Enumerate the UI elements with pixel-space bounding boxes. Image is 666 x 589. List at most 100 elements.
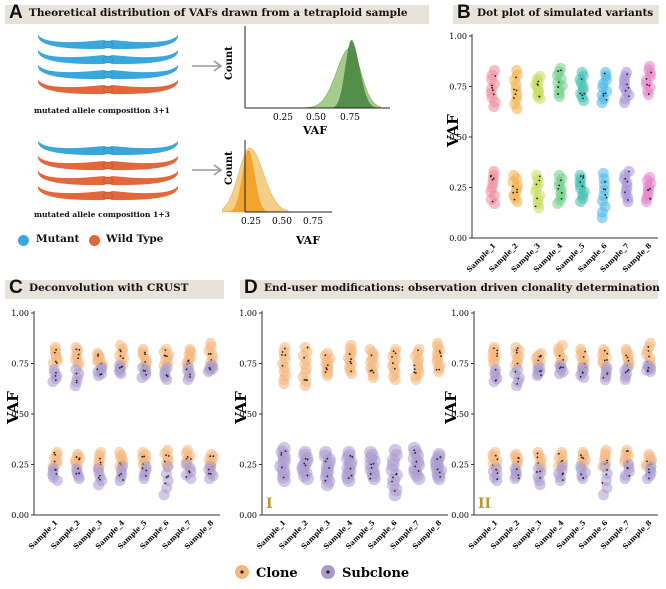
subclone-lower bbox=[71, 463, 85, 485]
variant-dot bbox=[54, 453, 57, 456]
variant-dot bbox=[370, 463, 373, 466]
variant-dot bbox=[517, 474, 520, 477]
subclone-lower bbox=[158, 461, 174, 501]
y-tick-label: 0.00 bbox=[449, 234, 467, 243]
variant-dot bbox=[413, 364, 416, 367]
variant-dot bbox=[606, 459, 609, 462]
variant-point bbox=[511, 64, 523, 76]
variant-dot bbox=[372, 371, 375, 374]
variant-dot bbox=[55, 371, 57, 374]
variant-point bbox=[512, 364, 524, 376]
variant-dot bbox=[120, 472, 122, 475]
variant-dot bbox=[350, 358, 352, 360]
variant-dot bbox=[648, 355, 650, 358]
variant-point bbox=[47, 463, 59, 475]
variant-dot bbox=[187, 359, 190, 362]
variant-point bbox=[553, 169, 565, 181]
subclone-upper bbox=[531, 362, 546, 382]
variant-dot bbox=[494, 454, 497, 457]
variant-point bbox=[182, 444, 194, 456]
variant-dot bbox=[54, 374, 57, 377]
upper-cluster bbox=[508, 64, 523, 115]
panel-a-letter: A bbox=[9, 2, 23, 23]
variant-dot bbox=[557, 81, 560, 84]
variant-dot bbox=[492, 177, 495, 180]
variant-point bbox=[72, 448, 84, 460]
variant-dot bbox=[303, 378, 306, 381]
upper-cluster bbox=[485, 64, 501, 113]
sample-column-2 bbox=[507, 64, 524, 208]
variant-dot bbox=[440, 355, 442, 358]
variant-dot bbox=[188, 470, 191, 472]
variant-point bbox=[137, 446, 149, 458]
panel-d-title: End-user modifications: observation driv… bbox=[264, 282, 660, 294]
variant-point bbox=[489, 64, 501, 76]
variant-point bbox=[575, 461, 587, 473]
variant-dot bbox=[97, 476, 100, 479]
sample-column-5 bbox=[136, 343, 152, 485]
variant-dot bbox=[439, 456, 442, 458]
sample-column-1 bbox=[485, 64, 501, 210]
subclone-lower bbox=[203, 461, 219, 485]
variant-point bbox=[92, 463, 104, 475]
variant-dot bbox=[537, 359, 540, 362]
variant-dot bbox=[560, 197, 563, 200]
sample-column-7 bbox=[619, 343, 635, 485]
variant-point bbox=[643, 448, 655, 460]
variant-dot bbox=[650, 71, 652, 74]
variant-point bbox=[554, 360, 566, 372]
density-top-dark bbox=[323, 40, 381, 108]
variant-point bbox=[644, 171, 656, 183]
variant-dot bbox=[579, 181, 582, 183]
variant-point bbox=[622, 362, 634, 374]
y-tick-label: 0.00 bbox=[11, 511, 29, 520]
y-axis: 0.00 0.25 0.50 0.75 1.00 bbox=[239, 309, 448, 520]
variant-point bbox=[364, 445, 378, 459]
variant-dot bbox=[559, 179, 562, 182]
variant-point bbox=[432, 337, 444, 349]
y-tick-label: 1.00 bbox=[239, 309, 257, 318]
variant-dot bbox=[120, 366, 123, 368]
variant-dot bbox=[561, 473, 564, 476]
variant-dot bbox=[119, 348, 121, 351]
variant-point bbox=[556, 446, 568, 458]
arrow-bottom bbox=[192, 164, 223, 176]
variant-dot bbox=[164, 482, 167, 485]
variant-dot bbox=[562, 366, 564, 369]
variant-dot bbox=[515, 76, 517, 79]
variant-dot bbox=[413, 368, 416, 371]
variant-dot bbox=[494, 75, 497, 77]
lower-cluster bbox=[530, 169, 546, 214]
variant-dot bbox=[349, 467, 352, 470]
panel-a-title: Theoretical distribution of VAFs drawn f… bbox=[29, 7, 408, 19]
variant-dot bbox=[324, 479, 327, 482]
variant-dot bbox=[98, 474, 101, 477]
variant-dot bbox=[515, 349, 518, 352]
density-plot-bottom: Count 0.25 0.50 0.75 VAF bbox=[222, 140, 332, 247]
variant-dot bbox=[535, 183, 538, 186]
wild-type-legend-label: Wild Type bbox=[106, 233, 164, 245]
variant-point bbox=[597, 167, 609, 179]
variant-dot bbox=[557, 70, 560, 72]
variant-dot bbox=[306, 458, 309, 461]
subclone-lower bbox=[138, 461, 152, 485]
sample-column-8 bbox=[640, 60, 657, 208]
variant-dot bbox=[189, 373, 191, 376]
clone-legend-label: Clone bbox=[256, 566, 298, 581]
variant-dot bbox=[560, 366, 562, 368]
clone-legend-icon bbox=[235, 565, 249, 579]
variant-dot bbox=[648, 477, 650, 480]
variant-point bbox=[345, 339, 357, 351]
variant-dot bbox=[53, 451, 56, 454]
variant-dot bbox=[513, 88, 515, 91]
y-tick-label: 0.00 bbox=[239, 511, 257, 520]
variant-point bbox=[91, 347, 103, 359]
variant-dot bbox=[75, 348, 78, 351]
sample-column-8 bbox=[641, 337, 657, 485]
variant-dot bbox=[539, 477, 542, 479]
variant-dot bbox=[583, 92, 586, 95]
upper-cluster bbox=[596, 66, 613, 109]
variant-dot bbox=[303, 462, 306, 465]
chromosome-bottom-1 bbox=[37, 141, 179, 156]
y-tick-label: 0.25 bbox=[449, 184, 467, 193]
